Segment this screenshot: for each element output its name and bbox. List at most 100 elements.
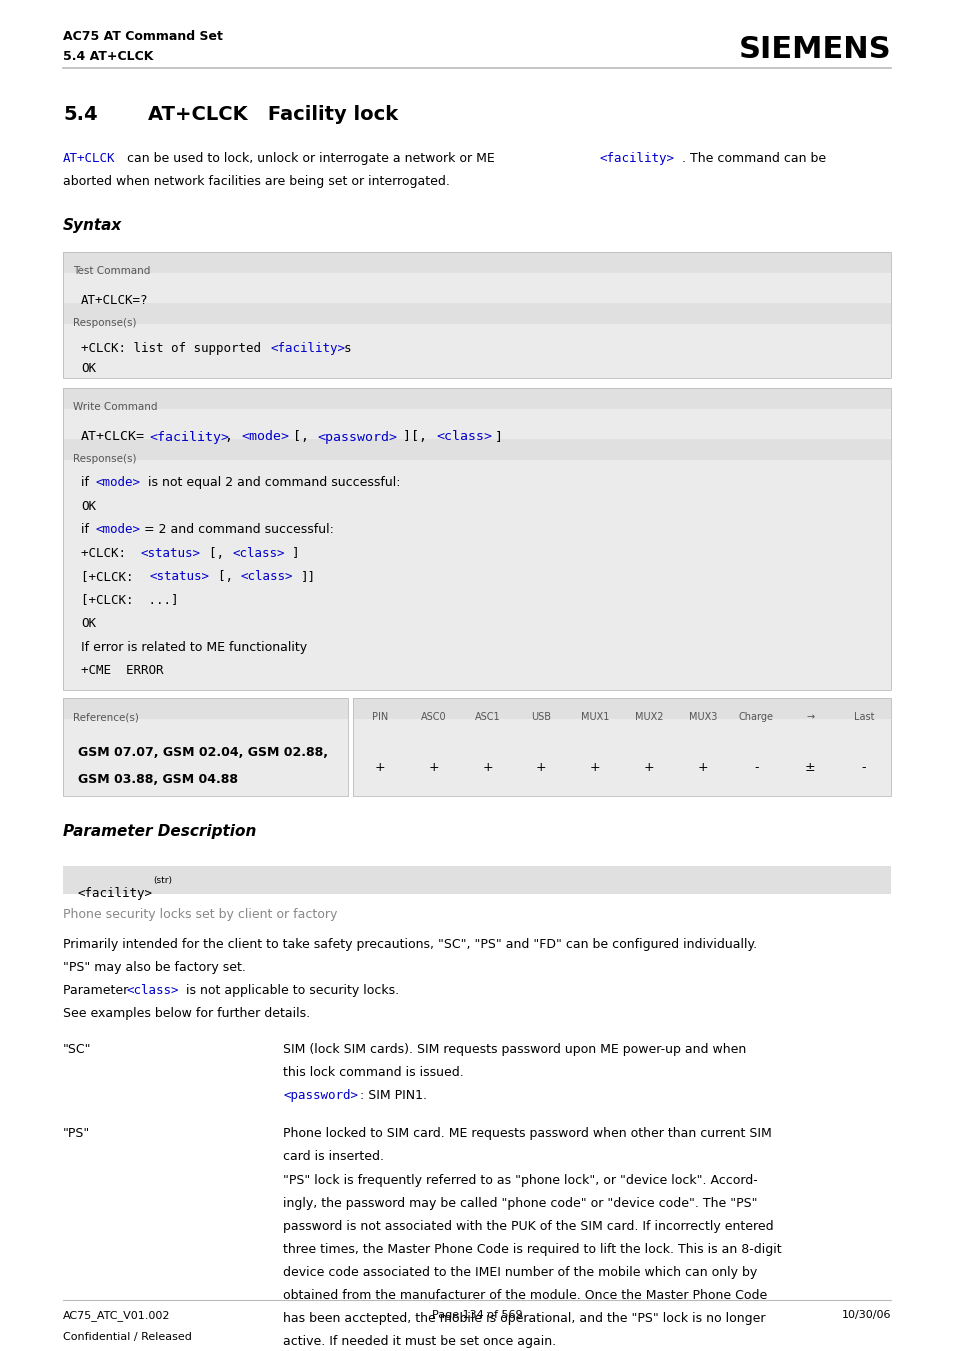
Text: -: - [754, 761, 758, 774]
Text: <facility>: <facility> [150, 431, 230, 443]
Text: →: → [805, 712, 814, 723]
Text: password is not associated with the PUK of the SIM card. If incorrectly entered: password is not associated with the PUK … [283, 1220, 773, 1232]
Text: Last: Last [853, 712, 874, 723]
Text: [+CLCK:  ...]: [+CLCK: ...] [81, 593, 178, 607]
Text: +: + [697, 761, 707, 774]
Text: <class>: <class> [240, 570, 293, 584]
Text: is not applicable to security locks.: is not applicable to security locks. [182, 984, 399, 997]
Text: <password>: <password> [283, 1089, 357, 1102]
Text: [+CLCK:: [+CLCK: [81, 570, 141, 584]
Text: +CME  ERROR: +CME ERROR [81, 663, 163, 677]
Text: 5.4 AT+CLCK: 5.4 AT+CLCK [63, 50, 153, 63]
Text: [,: [, [217, 570, 240, 584]
Text: MUX1: MUX1 [580, 712, 609, 723]
Text: AC75_ATC_V01.002: AC75_ATC_V01.002 [63, 1310, 171, 1321]
Text: <facility>: <facility> [271, 342, 345, 355]
Bar [63, 324, 890, 378]
Bar [353, 698, 890, 796]
Text: +CLCK:: +CLCK: [81, 547, 133, 559]
Text: has been acctepted, the mobile is operational, and the "PS" lock is no longer: has been acctepted, the mobile is operat… [283, 1312, 764, 1324]
Text: SIM (lock SIM cards). SIM requests password upon ME power-up and when: SIM (lock SIM cards). SIM requests passw… [283, 1043, 745, 1056]
Text: if: if [81, 523, 92, 536]
Text: +: + [536, 761, 546, 774]
Text: ]: ] [495, 431, 502, 443]
Bar [353, 719, 890, 796]
Text: s: s [344, 342, 351, 355]
Text: <mode>: <mode> [241, 431, 290, 443]
Bar [63, 388, 890, 690]
Text: 10/30/06: 10/30/06 [841, 1310, 890, 1320]
Bar [63, 439, 890, 459]
Text: [,: [, [209, 547, 232, 559]
Text: aborted when network facilities are being set or interrogated.: aborted when network facilities are bein… [63, 176, 450, 188]
Text: Response(s): Response(s) [73, 317, 136, 327]
Text: OK: OK [81, 500, 96, 512]
Text: ASC1: ASC1 [475, 712, 499, 723]
Text: Confidential / Released: Confidential / Released [63, 1332, 192, 1342]
Text: +: + [589, 761, 599, 774]
Text: Syntax: Syntax [63, 218, 122, 232]
Text: MUX3: MUX3 [688, 712, 716, 723]
Text: ±: ± [804, 761, 815, 774]
Text: <facility>: <facility> [78, 888, 152, 900]
Text: [,: [, [293, 431, 316, 443]
Text: "PS": "PS" [63, 1127, 91, 1140]
Text: AT+CLCK=?: AT+CLCK=? [81, 295, 149, 308]
Bar [63, 388, 890, 409]
Text: OK: OK [81, 362, 96, 376]
Text: "PS" lock is frequently referred to as "phone lock", or "device lock". Accord-: "PS" lock is frequently referred to as "… [283, 1174, 757, 1186]
Text: ,: , [225, 431, 241, 443]
Text: <status>: <status> [149, 570, 209, 584]
Text: <facility>: <facility> [599, 153, 675, 165]
Text: if: if [81, 476, 92, 489]
Text: "PS" may also be factory set.: "PS" may also be factory set. [63, 961, 246, 974]
Text: Test Command: Test Command [73, 266, 151, 277]
Text: <password>: <password> [317, 431, 397, 443]
Bar [63, 719, 348, 796]
Text: USB: USB [531, 712, 551, 723]
Text: AT+CLCK=: AT+CLCK= [81, 431, 145, 443]
Text: Response(s): Response(s) [73, 454, 136, 463]
Text: +: + [375, 761, 385, 774]
Text: = 2 and command successful:: = 2 and command successful: [144, 523, 334, 536]
Text: is not equal 2 and command successful:: is not equal 2 and command successful: [144, 476, 400, 489]
Text: +CLCK: list of supported: +CLCK: list of supported [81, 342, 268, 355]
Bar [63, 698, 348, 719]
Bar [63, 459, 890, 690]
Text: ASC0: ASC0 [420, 712, 446, 723]
Bar [63, 253, 890, 378]
Text: this lock command is issued.: this lock command is issued. [283, 1066, 463, 1079]
Text: ingly, the password may be called "phone code" or "device code". The "PS": ingly, the password may be called "phone… [283, 1197, 757, 1209]
Text: . The command can be: . The command can be [681, 153, 825, 165]
Text: Phone locked to SIM card. ME requests password when other than current SIM: Phone locked to SIM card. ME requests pa… [283, 1127, 771, 1140]
Text: ]]: ]] [300, 570, 315, 584]
Text: Phone security locks set by client or factory: Phone security locks set by client or fa… [63, 908, 337, 921]
Text: GSM 07.07, GSM 02.04, GSM 02.88,: GSM 07.07, GSM 02.04, GSM 02.88, [78, 746, 328, 759]
Text: Charge: Charge [739, 712, 773, 723]
Text: <status>: <status> [140, 547, 200, 559]
Text: AT+CLCK   Facility lock: AT+CLCK Facility lock [148, 105, 397, 124]
Bar [63, 698, 348, 796]
Text: Page 134 of 569: Page 134 of 569 [432, 1310, 521, 1320]
Text: : SIM PIN1.: : SIM PIN1. [359, 1089, 427, 1102]
Text: +: + [428, 761, 438, 774]
Text: Parameter Description: Parameter Description [63, 824, 256, 839]
Text: AC75 AT Command Set: AC75 AT Command Set [63, 30, 223, 43]
Text: <mode>: <mode> [95, 523, 140, 536]
Text: (str): (str) [153, 875, 172, 885]
Text: MUX2: MUX2 [634, 712, 662, 723]
Text: "SC": "SC" [63, 1043, 91, 1056]
Text: If error is related to ME functionality: If error is related to ME functionality [81, 640, 307, 654]
Text: +: + [643, 761, 654, 774]
Text: 5.4: 5.4 [63, 105, 97, 124]
Text: card is inserted.: card is inserted. [283, 1150, 384, 1163]
Text: <class>: <class> [232, 547, 284, 559]
Text: <mode>: <mode> [95, 476, 140, 489]
Text: active. If needed it must be set once again.: active. If needed it must be set once ag… [283, 1335, 556, 1347]
Bar [63, 273, 890, 303]
Text: ]: ] [292, 547, 299, 559]
Text: SIEMENS: SIEMENS [738, 35, 890, 63]
Text: three times, the Master Phone Code is required to lift the lock. This is an 8-di: three times, the Master Phone Code is re… [283, 1243, 781, 1255]
Text: AT+CLCK: AT+CLCK [63, 153, 115, 165]
Bar [63, 409, 890, 439]
